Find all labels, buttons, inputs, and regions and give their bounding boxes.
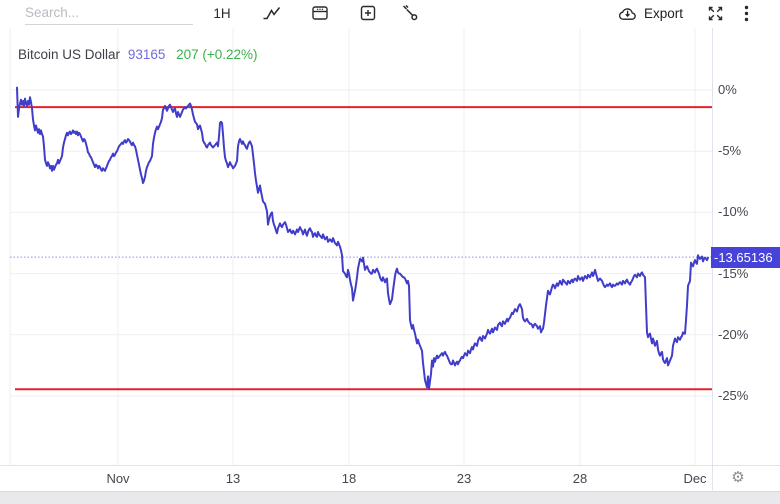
time-axis-label: Nov — [106, 471, 130, 486]
gear-icon: ⚙ — [731, 469, 745, 486]
search-input[interactable] — [25, 1, 193, 25]
price-axis-label: -5% — [718, 143, 742, 159]
fullscreen-icon — [707, 5, 724, 22]
interval-label: 1H — [213, 5, 231, 21]
price-axis-label: -15% — [718, 265, 749, 281]
line-chart-icon — [262, 5, 281, 21]
chart-type-button[interactable] — [258, 0, 284, 26]
price-change: 207 (+0.22%) — [176, 47, 258, 62]
interval-button[interactable]: 1H — [208, 0, 236, 26]
export-button[interactable]: Export — [612, 0, 688, 26]
last-price: 93165 — [127, 47, 166, 62]
kebab-menu-icon — [744, 5, 749, 22]
time-axis[interactable]: Nov 13 18 23 28 Dec — [0, 466, 713, 490]
price-axis-label: -25% — [718, 388, 749, 403]
wrench-icon — [401, 4, 419, 22]
export-label: Export — [643, 5, 684, 21]
tools-button[interactable] — [397, 0, 423, 26]
price-axis-label: -20% — [718, 326, 749, 342]
current-value-label: -13.65136 — [711, 246, 780, 268]
plus-square-icon — [359, 4, 377, 22]
add-button[interactable] — [355, 0, 381, 26]
more-options-button[interactable] — [736, 0, 756, 26]
price-axis-label: -10% — [718, 204, 749, 220]
calendar-button[interactable] — [307, 0, 333, 26]
bottom-scroll-strip[interactable] — [0, 491, 780, 504]
symbol-legend[interactable]: Bitcoin US Dollar 93165 207 (+0.22%) — [18, 47, 258, 62]
symbol-title: Bitcoin US Dollar — [18, 47, 121, 62]
time-axis-label: 23 — [456, 471, 472, 486]
time-axis-label: 13 — [225, 471, 241, 486]
time-axis-label: 18 — [341, 471, 357, 486]
calendar-icon — [311, 4, 329, 22]
time-axis-label: 28 — [572, 471, 588, 486]
price-axis-label: 0% — [718, 82, 737, 97]
fullscreen-button[interactable] — [702, 0, 728, 26]
cloud-download-icon — [617, 5, 638, 22]
top-toolbar: 1H — [0, 0, 780, 28]
time-axis-label: Dec — [683, 471, 707, 486]
price-axis[interactable]: 0% -5% -10% -15% -20% -25% — [713, 28, 780, 465]
axis-settings-button[interactable]: ⚙ — [726, 468, 750, 488]
